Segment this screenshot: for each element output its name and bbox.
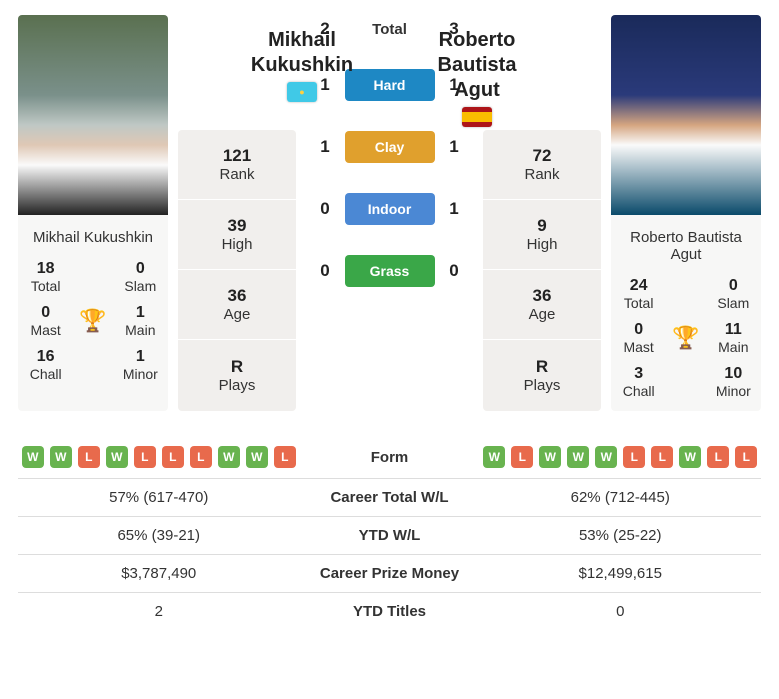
form-pill[interactable]: W	[50, 446, 72, 468]
h2h-total-label: Total	[345, 21, 435, 38]
player2-name[interactable]: Roberto Bautista Agut	[611, 215, 761, 277]
form-pill[interactable]: W	[483, 446, 505, 468]
p1-slam: 0Slam	[117, 260, 164, 294]
p1-prize: $3,787,490	[18, 565, 300, 582]
form-pill[interactable]: W	[539, 446, 561, 468]
form-pill[interactable]: W	[218, 446, 240, 468]
form-pill[interactable]: W	[246, 446, 268, 468]
form-pill[interactable]: L	[190, 446, 212, 468]
h2h-total-p2: 3	[440, 19, 468, 39]
form-pill[interactable]: L	[707, 446, 729, 468]
form-pill[interactable]: W	[595, 446, 617, 468]
form-pill[interactable]: L	[651, 446, 673, 468]
surface-pill[interactable]: Hard	[345, 69, 435, 101]
p1-chall: 16Chall	[22, 348, 69, 382]
form-pill[interactable]: L	[274, 446, 296, 468]
p2-career: 62% (712-445)	[480, 489, 762, 506]
player2-info: 72Rank 9High 36Age RPlays	[483, 130, 601, 411]
p1-minor: 1Minor	[117, 348, 164, 382]
p2-chall: 3Chall	[615, 365, 662, 399]
player1-card: Mikhail Kukushkin 18Total 0Slam 0Mast 🏆 …	[18, 15, 168, 411]
p1-mast: 0Mast	[22, 304, 69, 338]
form-pill[interactable]: W	[22, 446, 44, 468]
p2-slam: 0Slam	[710, 277, 757, 311]
p2-prize: $12,499,615	[480, 565, 762, 582]
form-pill[interactable]: L	[735, 446, 757, 468]
h2h-total-p1: 2	[311, 19, 339, 39]
player1-info: 121Rank 39High 36Age RPlays	[178, 130, 296, 411]
h2h-surface-row: 0Grass0	[311, 251, 468, 291]
player2-card: Roberto Bautista Agut 24Total 0Slam 0Mas…	[611, 15, 761, 411]
p1-career: 57% (617-470)	[18, 489, 300, 506]
p1-total: 18Total	[22, 260, 69, 294]
p1-form: WWLWLLLWWL	[18, 446, 300, 468]
surface-pill[interactable]: Indoor	[345, 193, 435, 225]
form-pill[interactable]: L	[511, 446, 533, 468]
h2h-center: 2 Total 3 1Hard1 1Clay1 0Indoor1 0Grass0	[306, 15, 473, 411]
form-label: Form	[300, 449, 480, 466]
p2-total: 24Total	[615, 277, 662, 311]
p2-form: WLWWWLLWLL	[480, 446, 762, 468]
surface-pill[interactable]: Clay	[345, 131, 435, 163]
p2-mast: 0Mast	[615, 321, 662, 355]
trophy-icon: 🏆	[69, 308, 116, 334]
player1-name[interactable]: Mikhail Kukushkin	[18, 215, 168, 260]
p1-ytd-titles: 2	[18, 603, 300, 620]
p2-ytd: 53% (25-22)	[480, 527, 762, 544]
p1-ytd: 65% (39-21)	[18, 527, 300, 544]
h2h-surface-row: 0Indoor1	[311, 189, 468, 229]
h2h-surface-row: 1Clay1	[311, 127, 468, 167]
stats-table: WWLWLLLWWL Form WLWWWLLWLL 57% (617-470)…	[18, 436, 761, 630]
form-pill[interactable]: L	[78, 446, 100, 468]
p2-ytd-titles: 0	[480, 603, 762, 620]
player2-photo[interactable]	[611, 15, 761, 215]
player1-photo[interactable]	[18, 15, 168, 215]
form-pill[interactable]: W	[679, 446, 701, 468]
form-pill[interactable]: W	[106, 446, 128, 468]
form-pill[interactable]: W	[567, 446, 589, 468]
form-pill[interactable]: L	[134, 446, 156, 468]
p2-main: 11Main	[710, 321, 757, 355]
surface-pill[interactable]: Grass	[345, 255, 435, 287]
h2h-surface-row: 1Hard1	[311, 65, 468, 105]
form-pill[interactable]: L	[162, 446, 184, 468]
form-pill[interactable]: L	[623, 446, 645, 468]
p1-main: 1Main	[117, 304, 164, 338]
p2-minor: 10Minor	[710, 365, 757, 399]
trophy-icon: 🏆	[662, 325, 709, 351]
